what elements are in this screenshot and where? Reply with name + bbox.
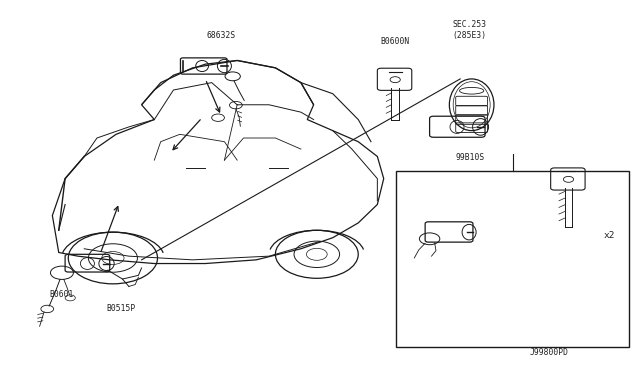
Text: B0600N: B0600N (381, 37, 410, 46)
Text: 99B10S: 99B10S (455, 153, 484, 162)
Text: x2: x2 (604, 231, 615, 240)
Bar (396, 171, 629, 347)
Text: B0601: B0601 (50, 290, 74, 299)
Text: SEC.253
(285E3): SEC.253 (285E3) (452, 20, 487, 40)
Text: 68632S: 68632S (207, 31, 236, 40)
Text: B0515P: B0515P (107, 304, 136, 313)
Text: J99800PD: J99800PD (530, 347, 569, 357)
